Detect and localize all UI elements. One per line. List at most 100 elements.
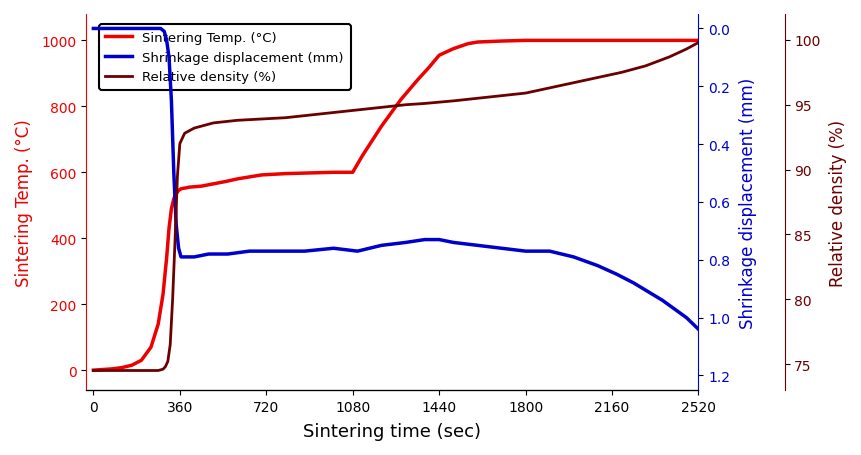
Shrinkage displacement (mm) xyxy=(419,238,430,243)
Sintering Temp. (°C) xyxy=(304,171,314,176)
Relative density (%) xyxy=(112,368,122,374)
Relative density (%) xyxy=(208,121,219,126)
Shrinkage displacement (mm) xyxy=(628,281,638,286)
Sintering Temp. (°C) xyxy=(347,170,357,176)
Sintering Temp. (°C) xyxy=(169,197,179,202)
Sintering Temp. (°C) xyxy=(412,78,422,84)
Line: Relative density (%): Relative density (%) xyxy=(93,43,697,371)
Shrinkage displacement (mm) xyxy=(173,246,183,252)
Relative density (%) xyxy=(640,64,650,70)
Sintering Temp. (°C) xyxy=(127,363,137,368)
Shrinkage displacement (mm) xyxy=(611,272,622,278)
Relative density (%) xyxy=(153,368,164,374)
Shrinkage displacement (mm) xyxy=(112,27,122,32)
Relative density (%) xyxy=(167,297,177,302)
Sintering Temp. (°C) xyxy=(496,39,506,45)
Sintering Temp. (°C) xyxy=(592,39,602,44)
Relative density (%) xyxy=(400,103,410,108)
Shrinkage displacement (mm) xyxy=(170,223,181,228)
Sintering Temp. (°C) xyxy=(196,184,207,189)
Sintering Temp. (°C) xyxy=(280,172,290,177)
Relative density (%) xyxy=(232,118,242,124)
Relative density (%) xyxy=(189,126,199,131)
Sintering Temp. (°C) xyxy=(472,40,482,46)
Sintering Temp. (°C) xyxy=(146,344,156,350)
Sintering Temp. (°C) xyxy=(232,177,242,182)
Relative density (%) xyxy=(280,116,290,121)
Relative density (%) xyxy=(179,131,189,136)
Shrinkage displacement (mm) xyxy=(544,249,554,254)
Shrinkage displacement (mm) xyxy=(376,243,387,248)
Shrinkage displacement (mm) xyxy=(400,240,410,246)
Sintering Temp. (°C) xyxy=(616,39,626,44)
Shrinkage displacement (mm) xyxy=(189,255,199,260)
Relative density (%) xyxy=(496,94,506,99)
Sintering Temp. (°C) xyxy=(448,47,458,52)
Shrinkage displacement (mm) xyxy=(567,255,578,260)
Shrinkage displacement (mm) xyxy=(472,243,482,248)
Shrinkage displacement (mm) xyxy=(124,27,134,32)
Shrinkage displacement (mm) xyxy=(203,252,214,257)
Shrinkage displacement (mm) xyxy=(268,249,278,254)
Relative density (%) xyxy=(520,91,530,96)
Relative density (%) xyxy=(472,96,482,102)
Sintering Temp. (°C) xyxy=(164,226,174,232)
Relative density (%) xyxy=(592,76,602,81)
Sintering Temp. (°C) xyxy=(395,98,406,103)
Sintering Temp. (°C) xyxy=(376,124,387,130)
Relative density (%) xyxy=(692,40,703,46)
Relative density (%) xyxy=(433,100,443,106)
Shrinkage displacement (mm) xyxy=(299,249,309,254)
Sintering Temp. (°C) xyxy=(158,292,168,298)
Sintering Temp. (°C) xyxy=(640,39,650,44)
Relative density (%) xyxy=(304,113,314,119)
Sintering Temp. (°C) xyxy=(256,173,266,178)
Shrinkage displacement (mm) xyxy=(176,255,186,260)
Relative density (%) xyxy=(616,71,626,76)
Shrinkage displacement (mm) xyxy=(520,249,530,254)
Sintering Temp. (°C) xyxy=(328,170,338,176)
Y-axis label: Sintering Temp. (°C): Sintering Temp. (°C) xyxy=(15,119,33,286)
Relative density (%) xyxy=(136,368,146,374)
Shrinkage displacement (mm) xyxy=(155,27,165,32)
Relative density (%) xyxy=(170,238,180,244)
Sintering Temp. (°C) xyxy=(462,42,473,47)
Shrinkage displacement (mm) xyxy=(433,238,443,243)
Sintering Temp. (°C) xyxy=(176,187,186,192)
Relative density (%) xyxy=(664,55,674,61)
Y-axis label: Shrinkage displacement (mm): Shrinkage displacement (mm) xyxy=(738,77,756,328)
Shrinkage displacement (mm) xyxy=(164,56,174,61)
Relative density (%) xyxy=(172,174,183,179)
Shrinkage displacement (mm) xyxy=(496,246,506,252)
Shrinkage displacement (mm) xyxy=(692,327,703,332)
Shrinkage displacement (mm) xyxy=(148,27,158,32)
Shrinkage displacement (mm) xyxy=(448,240,458,246)
Shrinkage displacement (mm) xyxy=(136,27,146,32)
Shrinkage displacement (mm) xyxy=(668,307,678,312)
Sintering Temp. (°C) xyxy=(356,154,367,159)
Relative density (%) xyxy=(567,81,578,86)
Sintering Temp. (°C) xyxy=(153,322,164,327)
Sintering Temp. (°C) xyxy=(179,186,189,192)
Sintering Temp. (°C) xyxy=(664,39,674,44)
Sintering Temp. (°C) xyxy=(676,39,686,44)
Sintering Temp. (°C) xyxy=(97,367,108,372)
Relative density (%) xyxy=(376,106,387,111)
Sintering Temp. (°C) xyxy=(606,39,616,44)
Relative density (%) xyxy=(419,101,430,107)
Relative density (%) xyxy=(164,342,175,348)
Shrinkage displacement (mm) xyxy=(642,289,653,295)
Relative density (%) xyxy=(163,359,173,364)
Sintering Temp. (°C) xyxy=(433,53,443,59)
Shrinkage displacement (mm) xyxy=(100,27,110,32)
Relative density (%) xyxy=(448,99,458,104)
Sintering Temp. (°C) xyxy=(136,358,146,363)
Line: Sintering Temp. (°C): Sintering Temp. (°C) xyxy=(93,41,697,370)
Shrinkage displacement (mm) xyxy=(680,315,691,321)
Shrinkage displacement (mm) xyxy=(169,171,179,177)
X-axis label: Sintering time (sec): Sintering time (sec) xyxy=(303,422,480,440)
Relative density (%) xyxy=(256,117,266,122)
Relative density (%) xyxy=(352,108,362,113)
Relative density (%) xyxy=(175,142,185,147)
Shrinkage displacement (mm) xyxy=(179,255,189,260)
